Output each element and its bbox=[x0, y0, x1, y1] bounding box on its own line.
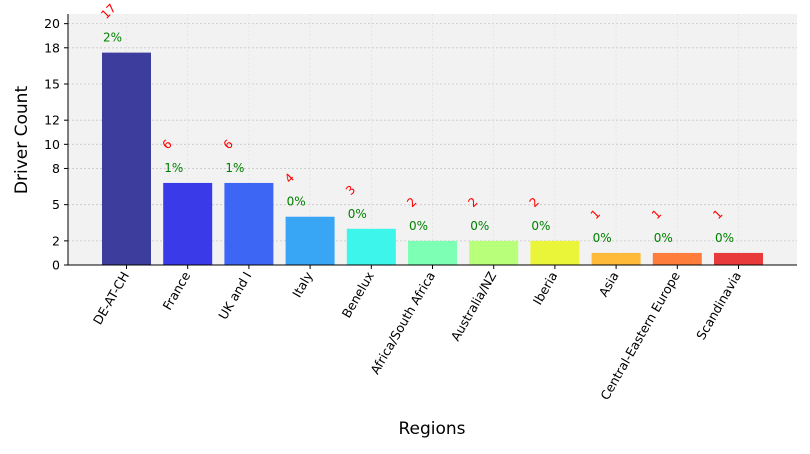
bar bbox=[530, 240, 580, 265]
y-tick-label: 5 bbox=[52, 197, 60, 212]
x-tick-label: DE-AT-CH bbox=[90, 269, 132, 327]
bar bbox=[408, 240, 457, 265]
bar bbox=[224, 182, 274, 265]
bar bbox=[285, 216, 335, 265]
y-axis-ticks: 0 2 5 8 10 12 15 18 20 bbox=[44, 16, 68, 273]
y-tick-label: 15 bbox=[44, 76, 60, 91]
x-tick-label: France bbox=[160, 269, 194, 313]
percent-label: 1% bbox=[164, 161, 183, 175]
y-tick-label: 2 bbox=[52, 233, 60, 248]
percent-label: 2% bbox=[103, 31, 122, 45]
x-tick-label: Scandinavia bbox=[693, 269, 744, 342]
percent-label: 0% bbox=[531, 219, 550, 233]
percent-label: 1% bbox=[225, 161, 244, 175]
bar bbox=[346, 228, 396, 265]
percent-label: 0% bbox=[593, 231, 612, 245]
x-axis-ticks: DE-AT-CH France UK and I Italy BeneluxAfrica… bbox=[90, 265, 744, 402]
bar bbox=[102, 52, 151, 265]
percent-label: 0% bbox=[348, 207, 367, 221]
bar bbox=[163, 182, 213, 265]
y-axis-label: Driver Count bbox=[12, 86, 32, 195]
x-tick-label: Benelux bbox=[339, 269, 377, 320]
y-tick-label: 8 bbox=[52, 161, 60, 176]
y-tick-label: 12 bbox=[44, 113, 60, 128]
x-tick-label: Italy bbox=[289, 268, 316, 300]
bar bbox=[652, 252, 702, 265]
percent-label: 0% bbox=[654, 231, 673, 245]
y-tick-label: 18 bbox=[44, 40, 60, 55]
x-tick-label: UK and I bbox=[215, 269, 254, 322]
y-tick-label: 10 bbox=[44, 137, 60, 152]
percent-label: 0% bbox=[470, 219, 489, 233]
bar bbox=[591, 252, 641, 265]
y-tick-label: 20 bbox=[44, 16, 60, 31]
x-tick-label: Africa/South Africa bbox=[367, 269, 438, 377]
percent-label: 0% bbox=[287, 195, 306, 209]
x-tick-label: Australia/NZ bbox=[448, 269, 500, 344]
bar bbox=[714, 252, 763, 265]
x-tick-label: Iberia bbox=[530, 269, 561, 307]
x-tick-label: Asia bbox=[596, 269, 622, 299]
y-tick-label: 0 bbox=[52, 258, 60, 273]
percent-label: 0% bbox=[409, 219, 428, 233]
x-axis-label: Regions bbox=[398, 419, 465, 439]
percent-label: 0% bbox=[715, 231, 734, 245]
bars bbox=[102, 52, 763, 265]
bar bbox=[469, 240, 519, 265]
